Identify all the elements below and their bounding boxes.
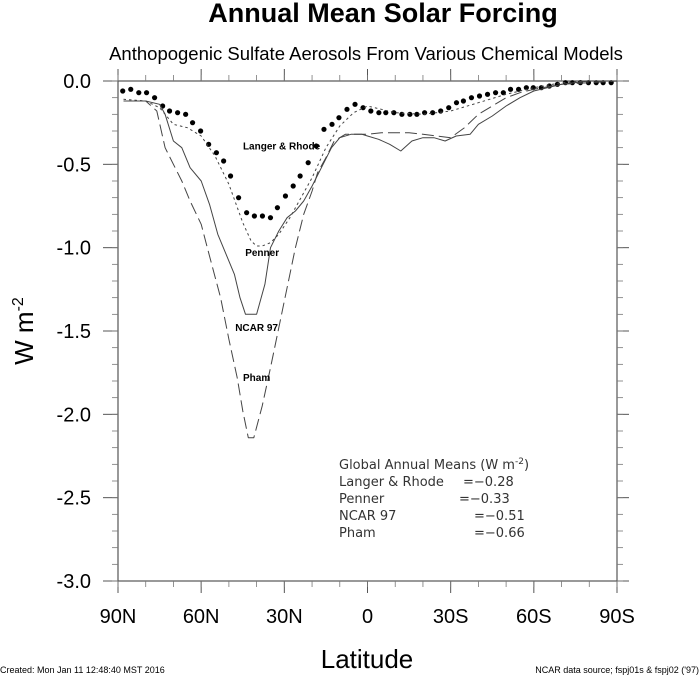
series-point-langer-rhode	[313, 143, 319, 149]
means-row-name: Langer & Rhode	[339, 475, 444, 490]
series-point-langer-rhode	[136, 90, 142, 96]
chart-title: Annual Mean Solar Forcing	[208, 0, 558, 28]
series-point-langer-rhode	[500, 90, 506, 96]
chart-subtitle: Anthopogenic Sulfate Aerosols From Vario…	[109, 43, 623, 64]
series-point-langer-rhode	[376, 110, 382, 116]
global-means-annotation: Global Annual Means (W m-2) Langer & Rho…	[339, 457, 529, 541]
means-row-name: Pham	[339, 526, 376, 541]
series-point-langer-rhode	[414, 111, 420, 117]
x-axis-label: Latitude	[321, 644, 414, 674]
series-point-langer-rhode	[446, 105, 452, 111]
series-point-langer-rhode	[267, 215, 274, 221]
series-point-langer-rhode	[183, 111, 189, 117]
series-point-langer-rhode	[143, 90, 150, 96]
series-point-langer-rhode	[282, 193, 289, 199]
series-point-langer-rhode	[484, 91, 491, 97]
means-row-name: Penner	[339, 492, 385, 507]
series-point-langer-rhode	[297, 173, 303, 179]
series-point-langer-rhode	[274, 205, 281, 211]
series-point-langer-rhode	[453, 100, 460, 106]
series-point-langer-rhode	[507, 86, 514, 92]
series-point-langer-rhode	[329, 121, 335, 127]
series-point-langer-rhode	[227, 173, 234, 179]
series-point-langer-rhode	[336, 115, 342, 121]
footer-source: NCAR data source; fspj01s & fspj02 ('97)	[535, 665, 699, 675]
series-point-langer-rhode	[383, 110, 389, 116]
means-row-value: =−0.28	[463, 475, 514, 490]
series-point-langer-rhode	[399, 111, 405, 117]
series-point-langer-rhode	[175, 110, 181, 116]
x-tick-label: 0	[362, 606, 373, 628]
x-tick-label: 90S	[599, 606, 635, 628]
series-point-langer-rhode	[430, 110, 436, 116]
means-heading: Global Annual Means (W m-2)	[339, 457, 529, 473]
means-row-value: =−0.66	[474, 526, 525, 541]
series-point-langer-rhode	[492, 90, 499, 96]
series-point-langer-rhode	[259, 213, 266, 219]
y-tick-label: -2.0	[57, 404, 91, 426]
means-row-value: =−0.33	[459, 492, 510, 507]
y-axis: 0.0 -0.5 -1.0 -1.5 -2.0 -2.5 -3.0	[57, 71, 629, 593]
curve-labels: Langer & Rhode Penner NCAR 97 Pham	[235, 141, 320, 384]
series-point-langer-rhode	[368, 108, 374, 114]
series-point-langer-rhode	[198, 128, 204, 134]
series-point-langer-rhode	[166, 108, 173, 114]
series-point-langer-rhode	[460, 98, 467, 104]
series-point-langer-rhode	[221, 158, 227, 164]
x-tick-label: 60N	[183, 606, 220, 628]
series-point-langer-rhode	[391, 110, 397, 116]
series-point-langer-rhode	[344, 106, 350, 112]
y-tick-label: -2.5	[57, 488, 91, 510]
series-point-langer-rhode	[213, 150, 220, 156]
x-tick-label: 60S	[516, 606, 552, 628]
y-tick-label: -1.0	[57, 238, 91, 260]
series-point-langer-rhode	[468, 95, 475, 101]
y-tick-label: -0.5	[57, 154, 91, 176]
series-point-langer-rhode	[251, 213, 257, 219]
series-point-langer-rhode	[151, 95, 158, 101]
x-tick-label: 90N	[100, 606, 137, 628]
means-row-name: NCAR 97	[339, 509, 396, 524]
series-line-ncar-97	[123, 80, 617, 315]
y-tick-label: -1.5	[57, 321, 91, 343]
series-line-penner	[123, 80, 617, 247]
series-point-langer-rhode	[321, 126, 327, 132]
series-layer	[120, 80, 618, 439]
means-row-value: =−0.51	[474, 509, 525, 524]
y-axis-label: W m-2	[9, 297, 39, 365]
series-point-langer-rhode	[305, 160, 311, 166]
series-point-langer-rhode	[235, 195, 242, 201]
series-point-langer-rhode	[407, 111, 413, 117]
series-point-langer-rhode	[120, 88, 126, 94]
series-line-pham	[123, 80, 618, 439]
series-point-langer-rhode	[290, 183, 296, 189]
series-point-langer-rhode	[352, 101, 358, 107]
series-point-langer-rhode	[128, 86, 134, 92]
x-axis: 90N 60N 30N 0 30S 60S 90S	[100, 69, 635, 628]
footer-created: Created: Mon Jan 11 12:48:40 MST 2016	[0, 665, 165, 675]
curve-label-penner: Penner	[245, 248, 279, 259]
series-point-langer-rhode	[244, 210, 250, 216]
curve-label-ncar-97: NCAR 97	[235, 323, 278, 334]
series-point-langer-rhode	[438, 108, 444, 114]
curve-label-pham: Pham	[243, 373, 270, 384]
series-point-langer-rhode	[189, 120, 196, 126]
x-tick-label: 30S	[433, 606, 469, 628]
series-point-langer-rhode	[476, 93, 483, 99]
x-tick-label: 30N	[266, 606, 303, 628]
y-tick-label: 0.0	[63, 71, 91, 93]
series-point-langer-rhode	[523, 85, 529, 91]
curve-label-langer-rhode: Langer & Rhode	[243, 141, 321, 152]
y-tick-label: -3.0	[57, 571, 91, 593]
